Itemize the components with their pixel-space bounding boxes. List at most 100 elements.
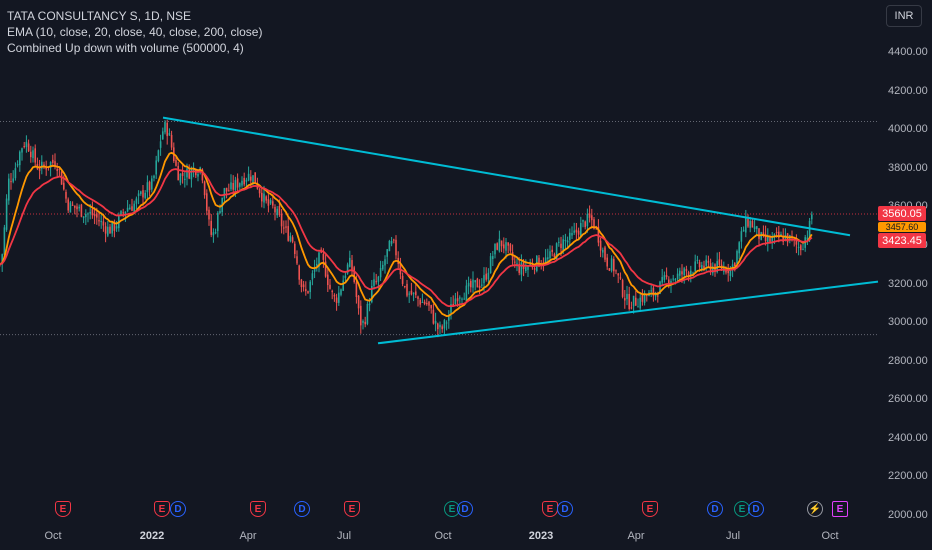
candle-body (111, 222, 113, 234)
event-marker-e[interactable]: E (642, 501, 658, 517)
event-marker-e[interactable]: E (344, 501, 360, 517)
candle-body (509, 244, 512, 251)
candle-body (696, 259, 699, 261)
candle-body (91, 209, 94, 216)
candle-body (806, 237, 809, 240)
candle-body (5, 198, 8, 230)
candle-body (520, 262, 523, 275)
candle-body (478, 285, 481, 288)
candle-body (694, 261, 696, 272)
candle-body (784, 235, 787, 241)
event-marker-e[interactable]: E (250, 501, 266, 517)
symbol-title[interactable]: TATA CONSULTANCY S, 1D, NSE (7, 9, 192, 23)
candle-body (241, 180, 243, 186)
event-marker-d[interactable]: D (707, 501, 723, 517)
candle-body (747, 218, 749, 227)
candle-body (272, 201, 274, 206)
candle-body (298, 265, 300, 280)
candle-body (203, 181, 206, 196)
trendline-upper (162, 116, 851, 237)
event-marker-d[interactable]: D (294, 501, 310, 517)
event-marker-x[interactable]: ⚡ (807, 501, 823, 517)
candle-body (456, 298, 459, 302)
candle-body (489, 256, 492, 274)
candle-body (120, 210, 122, 216)
candle-body (135, 198, 138, 204)
candle-body (753, 226, 756, 230)
candle-body (388, 240, 391, 252)
candle-body (27, 143, 30, 152)
candle-body (184, 178, 186, 180)
candle-body (487, 272, 490, 280)
candle-body (34, 148, 36, 163)
candle-body (287, 226, 289, 241)
event-marker-e[interactable]: E (154, 501, 170, 517)
candle-body (217, 212, 219, 232)
candle-body (331, 290, 333, 293)
candle-body (375, 281, 377, 283)
candle-body (674, 278, 677, 281)
candle-body (133, 203, 135, 213)
candle-body (626, 293, 628, 300)
candle-body (186, 168, 188, 178)
event-marker-d[interactable]: D (748, 501, 764, 517)
candle-body (676, 273, 679, 279)
candle-body (30, 151, 32, 158)
candle-body (373, 279, 375, 286)
candle-body (606, 257, 608, 267)
candle-body (146, 182, 149, 193)
candle-body (384, 259, 386, 266)
candle-body (252, 175, 254, 184)
event-marker-e[interactable]: E (55, 501, 71, 517)
candle-body (368, 303, 371, 306)
candle-body (296, 256, 298, 264)
candle-body (87, 213, 89, 215)
ema-slow-price-tag: 3423.45 (878, 233, 926, 248)
event-marker-e[interactable]: E (542, 501, 558, 517)
event-marker-m[interactable]: E (832, 501, 848, 517)
candle-body (278, 206, 281, 216)
candle-body (408, 293, 410, 295)
candle-body (729, 267, 732, 276)
currency-button[interactable]: INR (886, 5, 922, 27)
volume-indicator-label[interactable]: Combined Up down with volume (500000, 4) (7, 41, 244, 55)
candle-body (593, 219, 595, 229)
candle-body (366, 303, 369, 324)
candle-body (527, 266, 529, 270)
candle-body (500, 240, 503, 247)
x-tick-label: 2022 (139, 530, 165, 542)
candle-body (85, 213, 87, 218)
event-marker-d[interactable]: D (557, 501, 573, 517)
candle-body (294, 243, 296, 255)
candle-body (525, 267, 527, 272)
candle-body (69, 202, 72, 213)
candle-body (41, 161, 43, 169)
candle-body (390, 241, 393, 244)
candle-body (613, 258, 615, 272)
x-tick-label: Oct (434, 530, 452, 542)
event-marker-d[interactable]: D (457, 501, 473, 517)
candle-body (344, 275, 347, 278)
candle-body (93, 214, 96, 217)
ema-indicator-label[interactable]: EMA (10, close, 20, close, 40, close, 20… (7, 25, 263, 39)
candle-body (518, 264, 520, 273)
candle-body (668, 279, 670, 284)
candle-body (703, 265, 705, 269)
candle-body (749, 220, 751, 228)
candle-body (461, 298, 463, 300)
candle-body (371, 285, 373, 303)
candle-body (162, 131, 164, 140)
candle-body (142, 190, 144, 198)
candle-body (683, 268, 685, 276)
candle-body (538, 257, 540, 267)
candle-body (562, 239, 564, 251)
candle-body (533, 268, 536, 270)
event-marker-d[interactable]: D (170, 501, 186, 517)
candle-body (342, 280, 344, 291)
candle-body (665, 275, 668, 277)
candle-body (760, 232, 762, 240)
candle-body (351, 260, 353, 270)
candle-body (661, 277, 663, 283)
candle-body (280, 213, 283, 227)
